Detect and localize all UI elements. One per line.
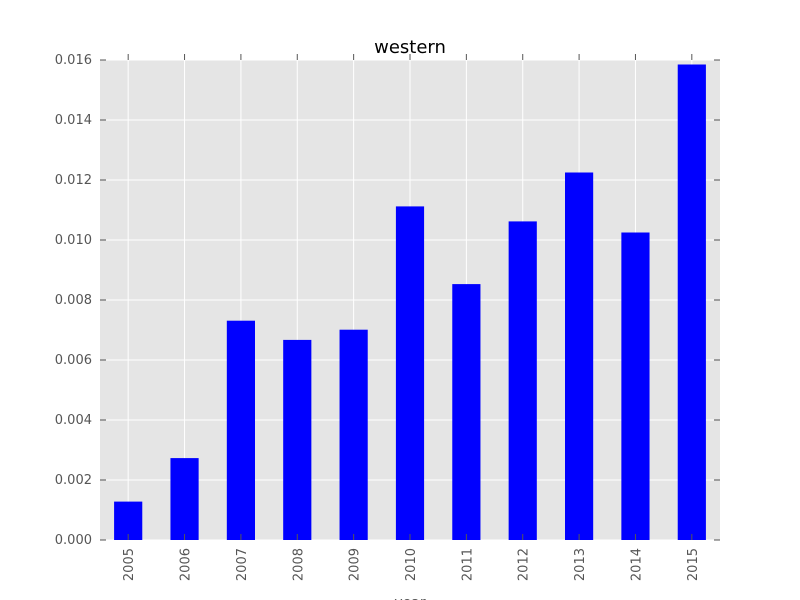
bar-2006 [170, 458, 199, 540]
x-tick-label: 2010 [404, 548, 419, 581]
y-tick-labels: 0.000 0.002 0.004 0.006 0.008 0.010 0.012 0.014… [55, 53, 92, 548]
bar-2014 [621, 232, 650, 540]
bar-2011 [452, 284, 481, 540]
bar-2015 [677, 64, 706, 540]
y-tick-label: 0.010 [55, 233, 92, 248]
tick-marks [100, 54, 720, 541]
x-tick-label: 2005 [122, 548, 137, 581]
x-tick-label: 2009 [348, 548, 363, 581]
bars [114, 64, 706, 540]
bar-2005 [114, 501, 143, 540]
y-tick-label: 0.014 [55, 113, 92, 128]
y-tick-label: 0.016 [55, 53, 92, 68]
bar-2013 [565, 172, 594, 540]
y-tick-label: 0.000 [55, 533, 92, 548]
x-tick-label: 2008 [291, 548, 306, 581]
x-tick-label: 2007 [235, 548, 250, 581]
x-tick-label: 2011 [460, 548, 475, 581]
x-axis-label: year [394, 595, 425, 600]
x-tick-label: 2014 [629, 548, 644, 581]
x-tick-label: 2015 [686, 548, 701, 581]
y-tick-label: 0.004 [55, 413, 92, 428]
bar-2010 [395, 206, 425, 540]
bar-2012 [508, 221, 537, 540]
x-tick-labels: 2005 2006 2007 2008 2009 2010 2011 2012 2013 2014… [122, 548, 701, 581]
y-tick-label: 0.006 [55, 353, 92, 368]
x-tick-label: 2013 [573, 548, 588, 581]
bar-2009 [339, 329, 368, 540]
y-tick-label: 0.012 [55, 173, 92, 188]
bar-2007 [226, 320, 255, 540]
x-tick-label: 2006 [179, 548, 194, 581]
y-tick-label: 0.002 [55, 473, 92, 488]
y-tick-label: 0.008 [55, 293, 92, 308]
bar-2008 [283, 339, 312, 540]
x-tick-label: 2012 [517, 548, 532, 581]
chart-title: western [374, 37, 446, 58]
